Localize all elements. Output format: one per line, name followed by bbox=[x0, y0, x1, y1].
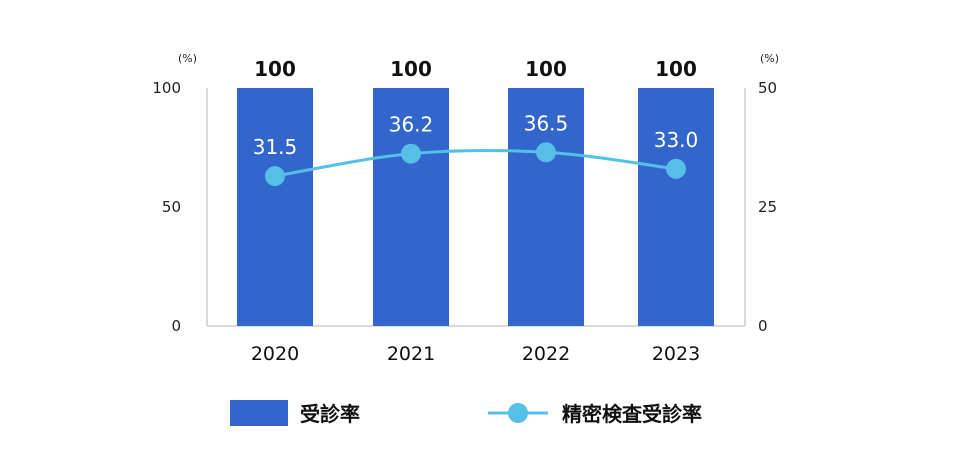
bar-2020 bbox=[237, 88, 313, 326]
right-tick-label-50: 50 bbox=[758, 79, 777, 97]
bar-value-label-2022: 100 bbox=[525, 57, 567, 81]
legend: 受診率 精密検査受診率 bbox=[230, 400, 702, 426]
left-tick-label-50: 50 bbox=[162, 198, 181, 216]
x-tick-label-2023: 2023 bbox=[652, 343, 700, 365]
line-point-2022 bbox=[536, 142, 556, 163]
left-tick-label-100: 100 bbox=[152, 79, 181, 97]
line-value-label-2020: 31.5 bbox=[253, 135, 298, 159]
line-point-2020 bbox=[265, 166, 285, 187]
bar-2021 bbox=[373, 88, 449, 326]
legend-label-bar: 受診率 bbox=[300, 402, 360, 426]
line-path bbox=[274, 149, 677, 178]
x-tick-label-2022: 2022 bbox=[522, 343, 570, 365]
line-value-label-2022: 36.5 bbox=[524, 111, 569, 135]
x-tick-label-2021: 2021 bbox=[387, 343, 435, 365]
line-value-label-2023: 33.0 bbox=[654, 128, 699, 152]
legend-swatch-bar bbox=[230, 400, 288, 426]
bar-2022 bbox=[508, 88, 584, 326]
line-point-2021 bbox=[401, 143, 421, 164]
bar-value-label-2021: 100 bbox=[390, 57, 432, 81]
left-axis-unit: (%) bbox=[178, 52, 197, 65]
bar-value-label-2023: 100 bbox=[655, 57, 697, 81]
legend-label-line: 精密検査受診率 bbox=[562, 402, 702, 426]
right-axis-unit: (%) bbox=[760, 52, 779, 65]
line-value-label-2021: 36.2 bbox=[389, 113, 434, 137]
axis-ticks: 2020 2021 2022 2023 0 50 100 0 25 50 bbox=[152, 79, 777, 365]
x-tick-label-2020: 2020 bbox=[251, 343, 299, 365]
left-tick-label-0: 0 bbox=[171, 317, 181, 335]
right-tick-label-25: 25 bbox=[758, 198, 777, 216]
bar-series: 100 100 100 100 bbox=[237, 57, 714, 326]
bar-value-label-2020: 100 bbox=[254, 57, 296, 81]
legend-swatch-marker bbox=[508, 403, 528, 423]
right-tick-label-0: 0 bbox=[758, 317, 768, 335]
line-series: 31.5 36.2 36.5 33.0 bbox=[253, 111, 699, 187]
bar-2023 bbox=[638, 88, 714, 326]
line-point-2023 bbox=[666, 158, 686, 179]
